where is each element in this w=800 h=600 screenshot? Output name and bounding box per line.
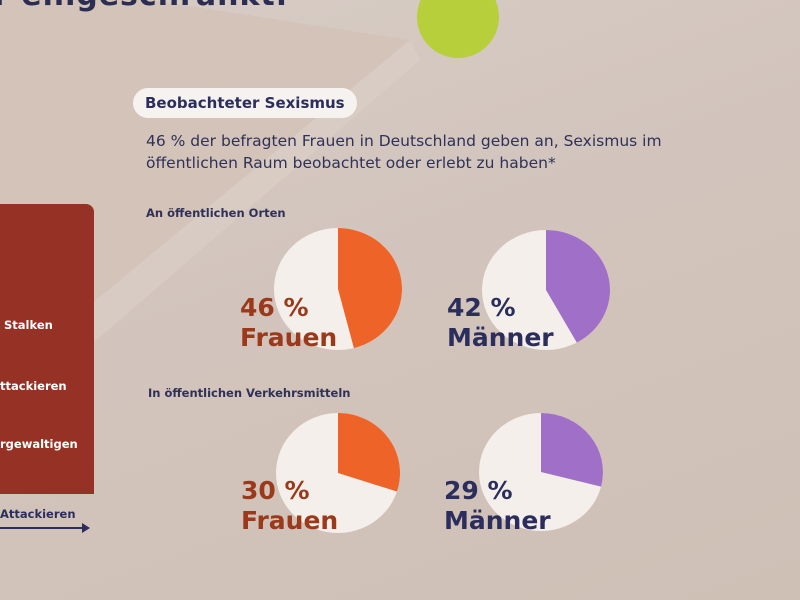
label-maenner-public-transport: 29 % Männer: [444, 476, 551, 536]
bottom-label-attackieren: Attackieren: [0, 507, 76, 521]
label-frauen-public-transport: 30 % Frauen: [241, 476, 338, 536]
top-partial-heading: r eingeschränkt.: [0, 0, 288, 13]
group-label: Frauen: [241, 506, 339, 535]
pie-frauen-public-places: [274, 228, 402, 350]
panel-item-attackieren: ttackieren: [0, 379, 67, 393]
intro-text-line-1: 46 % der befragten Frauen in Deutschland…: [146, 132, 662, 150]
section-label-public-transport: In öffentlichen Verkehrsmitteln: [148, 386, 351, 400]
pie-value-slice: [338, 228, 402, 349]
percent-label: 42 %: [447, 293, 516, 322]
pie-maenner-public-transport: [479, 413, 603, 531]
group-label: Männer: [444, 506, 551, 535]
side-panel: [0, 204, 94, 494]
panel-item-vergewaltigen: rgewaltigen: [0, 437, 78, 451]
arrow-line: [0, 527, 84, 529]
label-maenner-public-places: 42 % Männer: [447, 293, 554, 353]
percent-label: 30 %: [241, 476, 310, 505]
side-panel-arrow-tip: [0, 464, 94, 494]
panel-item-stalken: Stalken: [4, 318, 53, 332]
percent-label: 29 %: [444, 476, 513, 505]
pie-value-slice: [546, 230, 610, 343]
percent-label: 46 %: [240, 293, 309, 322]
group-label: Männer: [447, 323, 554, 352]
pie-frauen-public-transport: [276, 413, 400, 533]
intro-text: 46 % der befragten Frauen in Deutschland…: [146, 130, 686, 174]
pie-value-slice: [338, 413, 400, 492]
group-label: Frauen: [240, 323, 338, 352]
section-label-public-places: An öffentlichen Orten: [146, 206, 286, 220]
pie-maenner-public-places: [482, 230, 610, 350]
section-title: Beobachteter Sexismus: [133, 88, 357, 118]
label-frauen-public-places: 46 % Frauen: [240, 293, 337, 353]
pie-value-slice: [541, 413, 603, 487]
intro-text-line-2: öffentlichen Raum beobachtet oder erlebt…: [146, 154, 556, 172]
arrow-head-icon: [82, 523, 90, 533]
